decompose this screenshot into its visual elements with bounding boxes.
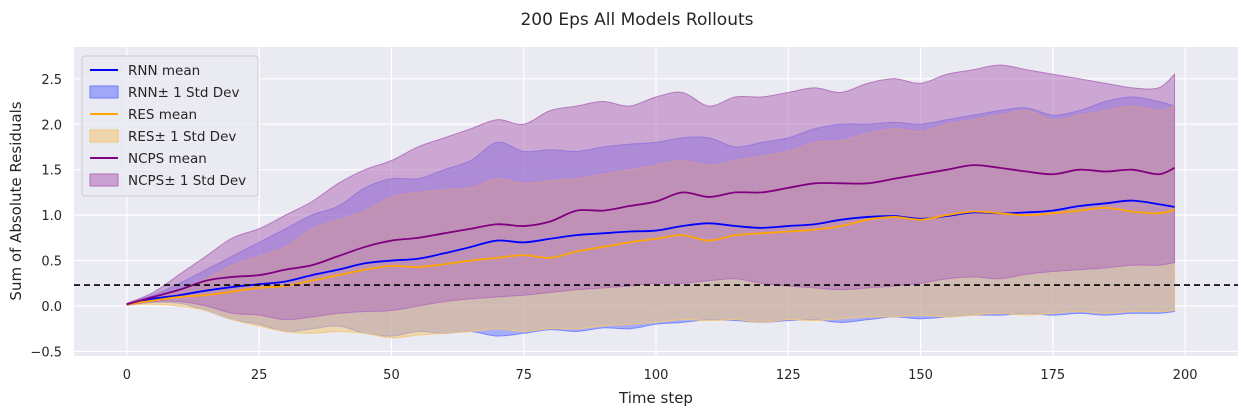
y-tick-label: 1.5: [41, 164, 62, 179]
y-tick-labels: −0.5 0.0 0.5 1.0 1.5 2.0 2.5: [30, 73, 62, 361]
legend-swatch-patch: [89, 129, 119, 143]
y-tick-label: 2.5: [41, 73, 62, 88]
legend-swatch-patch: [89, 85, 119, 99]
y-tick-label: 0.5: [41, 255, 62, 270]
y-tick-label: 0.0: [41, 300, 62, 315]
x-tick-label: 0: [123, 368, 131, 383]
x-tick-label: 25: [251, 368, 268, 383]
x-tick-label: 50: [383, 368, 400, 383]
x-tick-label: 125: [776, 368, 801, 383]
legend-label: NCPS± 1 Std Dev: [128, 173, 246, 189]
x-tick-label: 200: [1173, 368, 1198, 383]
y-tick-label: 1.0: [41, 209, 62, 224]
mean-line-1: [126, 206, 1175, 306]
legend-label: NCPS mean: [128, 151, 207, 167]
mean-lines: [126, 164, 1175, 306]
std-dev-bands: [126, 64, 1176, 339]
y-tick-label: −0.5: [30, 345, 62, 360]
plot-area: [74, 47, 1238, 356]
x-axis-label: Time step: [618, 389, 693, 407]
legend-label: RES± 1 Std Dev: [128, 129, 236, 145]
legend-swatch-patch: [89, 173, 119, 187]
legend-label: RNN± 1 Std Dev: [128, 85, 239, 101]
legend: RNN mean RNN± 1 Std Dev RES mean RES± 1 Std…: [81, 55, 259, 197]
x-tick-labels: 0 25 50 75 100 125 150 175 200: [123, 368, 1198, 383]
legend-frame: [81, 55, 259, 197]
mean-line-2: [126, 164, 1175, 306]
std-band-2: [126, 64, 1176, 321]
y-axis-label: Sum of Absolute Residuals: [7, 101, 25, 300]
x-tick-label: 175: [1040, 368, 1065, 383]
legend-label: RES mean: [128, 107, 197, 123]
x-tick-label: 75: [515, 368, 532, 383]
chart-title: 200 Eps All Models Rollouts: [520, 10, 753, 30]
legend-label: RNN mean: [128, 63, 200, 79]
y-tick-label: 2.0: [41, 118, 62, 133]
x-tick-label: 150: [908, 368, 933, 383]
x-tick-label: 100: [644, 368, 669, 383]
